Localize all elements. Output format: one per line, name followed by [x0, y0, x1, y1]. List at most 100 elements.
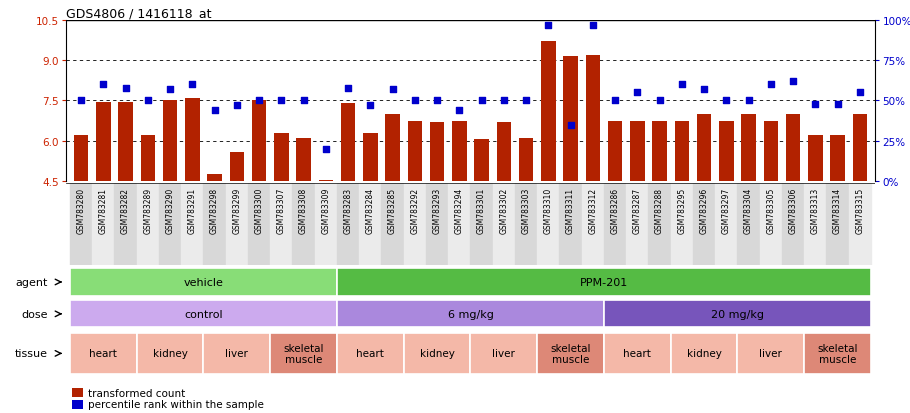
Text: kidney: kidney [420, 349, 454, 358]
Bar [604, 301, 871, 328]
Bar [337, 269, 871, 296]
Bar [760, 183, 782, 265]
Bar [404, 183, 426, 265]
Bar [92, 183, 115, 265]
Text: GSM783282: GSM783282 [121, 188, 130, 233]
Bar [115, 183, 136, 265]
Point [297, 98, 311, 104]
Bar [470, 333, 537, 374]
Bar [604, 333, 671, 374]
Text: GSM783314: GSM783314 [833, 188, 842, 234]
Bar [515, 183, 537, 265]
Bar [408, 121, 422, 302]
Bar [715, 183, 737, 265]
Text: GSM783306: GSM783306 [789, 188, 797, 234]
Bar [586, 56, 600, 302]
Point [408, 98, 422, 104]
Bar [141, 136, 155, 302]
Point [229, 103, 244, 109]
Point [719, 98, 733, 104]
Point [274, 98, 288, 104]
Text: GSM783315: GSM783315 [855, 188, 864, 234]
Text: GSM783297: GSM783297 [722, 188, 731, 234]
Bar [318, 180, 333, 302]
Bar [136, 333, 204, 374]
Bar [315, 183, 337, 265]
Point [318, 146, 333, 153]
Text: skeletal
muscle: skeletal muscle [817, 343, 858, 364]
Point [497, 98, 511, 104]
Point [563, 122, 578, 128]
Point [652, 98, 667, 104]
Text: liver: liver [492, 349, 515, 358]
Text: GSM783280: GSM783280 [76, 188, 86, 233]
Bar [226, 183, 248, 265]
Text: agent: agent [15, 277, 47, 287]
Bar [763, 121, 778, 302]
Bar [430, 123, 444, 302]
Bar [537, 183, 560, 265]
Text: control: control [184, 309, 223, 319]
Bar [786, 114, 800, 302]
Bar [671, 183, 693, 265]
Text: kidney: kidney [687, 349, 722, 358]
Text: GSM783283: GSM783283 [344, 188, 352, 233]
Bar [363, 133, 378, 302]
Bar [96, 102, 111, 302]
Text: heart: heart [357, 349, 384, 358]
Bar [185, 98, 199, 302]
Bar [452, 121, 467, 302]
Text: GSM783303: GSM783303 [521, 188, 531, 234]
Bar [163, 101, 177, 302]
Text: GSM783290: GSM783290 [166, 188, 175, 234]
Point [585, 22, 600, 29]
Text: GSM783293: GSM783293 [432, 188, 441, 234]
Point [363, 103, 378, 109]
Text: kidney: kidney [153, 349, 187, 358]
Text: GSM783281: GSM783281 [99, 188, 108, 233]
Bar [449, 183, 470, 265]
Text: GSM783298: GSM783298 [210, 188, 219, 233]
Bar [830, 136, 844, 302]
Bar [70, 301, 337, 328]
Text: GSM783313: GSM783313 [811, 188, 820, 234]
Bar [652, 121, 667, 302]
Text: GSM783299: GSM783299 [232, 188, 241, 234]
Bar [204, 183, 226, 265]
Bar [474, 140, 489, 302]
Point [140, 98, 155, 104]
Text: 20 mg/kg: 20 mg/kg [711, 309, 764, 319]
Text: GSM783310: GSM783310 [544, 188, 553, 234]
Bar [826, 183, 849, 265]
Bar [207, 175, 222, 302]
Bar [274, 133, 288, 302]
Bar [159, 183, 181, 265]
Point [430, 98, 444, 104]
Bar [492, 183, 515, 265]
Point [96, 82, 111, 88]
Bar [537, 333, 604, 374]
Point [519, 98, 533, 104]
Text: percentile rank within the sample: percentile rank within the sample [88, 399, 264, 409]
Text: GSM783284: GSM783284 [366, 188, 375, 233]
Text: GSM783312: GSM783312 [589, 188, 597, 233]
Point [118, 85, 133, 92]
Bar [252, 101, 267, 302]
Text: GSM783309: GSM783309 [321, 188, 330, 234]
Bar [671, 333, 737, 374]
Point [697, 87, 712, 93]
Text: GSM783308: GSM783308 [299, 188, 308, 234]
Bar [248, 183, 270, 265]
Bar [297, 139, 311, 302]
Bar [541, 42, 556, 302]
Point [74, 98, 88, 104]
Bar [337, 301, 604, 328]
Bar [630, 121, 644, 302]
Point [763, 82, 778, 88]
Text: GSM783291: GSM783291 [187, 188, 197, 233]
Text: 6 mg/kg: 6 mg/kg [448, 309, 493, 319]
Bar [693, 183, 715, 265]
Bar [853, 114, 867, 302]
Point [541, 22, 556, 29]
Bar [337, 183, 359, 265]
